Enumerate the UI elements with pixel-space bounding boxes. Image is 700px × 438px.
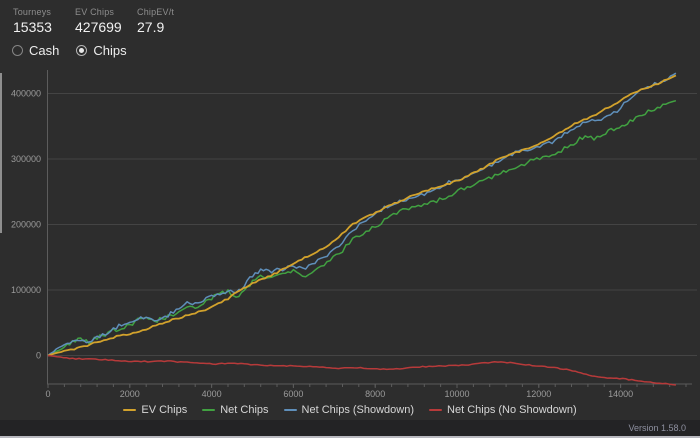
svg-text:200000: 200000: [11, 220, 41, 230]
stat-block-chipev: ChipEV/t 27.9: [137, 7, 185, 35]
stat-value-tourneys: 15353: [13, 19, 52, 35]
legend-dash-icon: [202, 408, 216, 411]
stat-label-tourneys: Tourneys: [13, 7, 52, 17]
svg-text:14000: 14000: [608, 389, 633, 399]
stat-block-ev-chips: EV Chips 427699: [75, 7, 123, 35]
legend-label: EV Chips: [141, 403, 188, 416]
radio-cash[interactable]: Cash: [12, 43, 59, 58]
legend-label: Net Chips: [220, 403, 269, 416]
svg-text:8000: 8000: [365, 389, 385, 399]
stat-block-tourneys: Tourneys 15353: [13, 7, 61, 35]
stat-label-ev-chips: EV Chips: [75, 7, 115, 17]
radio-chips[interactable]: Chips: [76, 43, 127, 58]
svg-text:12000: 12000: [526, 389, 551, 399]
window-left-edge: [0, 73, 2, 233]
stat-label-chipev: ChipEV/t: [137, 7, 175, 17]
version-label: Version 1.58.0: [628, 423, 686, 433]
svg-text:2000: 2000: [120, 389, 140, 399]
svg-text:10000: 10000: [444, 389, 469, 399]
svg-text:6000: 6000: [283, 389, 303, 399]
radio-chips-label: Chips: [93, 43, 127, 58]
window-bottom-edge: [0, 436, 700, 438]
legend-item: Net Chips (No Showdown): [429, 404, 577, 416]
svg-text:0: 0: [45, 389, 50, 399]
chart-mode-controls: Cash Chips: [12, 43, 127, 58]
legend-item: Net Chips: [202, 403, 269, 416]
legend-dash-icon: [283, 408, 297, 411]
legend-label: Net Chips (Showdown): [301, 403, 415, 416]
chart-canvas[interactable]: 0 100000 200000 300000 400000 0 2000 4000 6000 80…: [0, 62, 700, 400]
status-bar: Version 1.58.0: [0, 420, 700, 436]
svg-text:100000: 100000: [11, 285, 41, 295]
svg-text:0: 0: [36, 351, 41, 361]
legend-label: Net Chips (No Showdown): [447, 403, 577, 416]
stat-value-chipev: 27.9: [137, 19, 165, 35]
stats-bar: Tourneys 15353 EV Chips 427699 ChipEV/t …: [13, 7, 185, 35]
svg-text:4000: 4000: [202, 389, 222, 399]
legend-item: Net Chips (Showdown): [283, 403, 415, 416]
legend-item: EV Chips: [123, 404, 187, 416]
svg-text:400000: 400000: [11, 89, 41, 99]
radio-cash-circle[interactable]: [12, 45, 23, 56]
radio-cash-label: Cash: [29, 43, 60, 58]
radio-chips-circle[interactable]: [76, 45, 88, 56]
chart-legend: EV Chips Net Chips Net Chips (Showdown) Net…: [0, 401, 700, 418]
legend-dash-icon: [123, 408, 137, 411]
svg-text:300000: 300000: [11, 154, 41, 164]
legend-dash-icon: [429, 408, 443, 411]
stat-value-ev-chips: 427699: [75, 19, 122, 35]
results-chart[interactable]: 0 100000 200000 300000 400000 0 2000 4000 6000 80…: [0, 62, 700, 400]
